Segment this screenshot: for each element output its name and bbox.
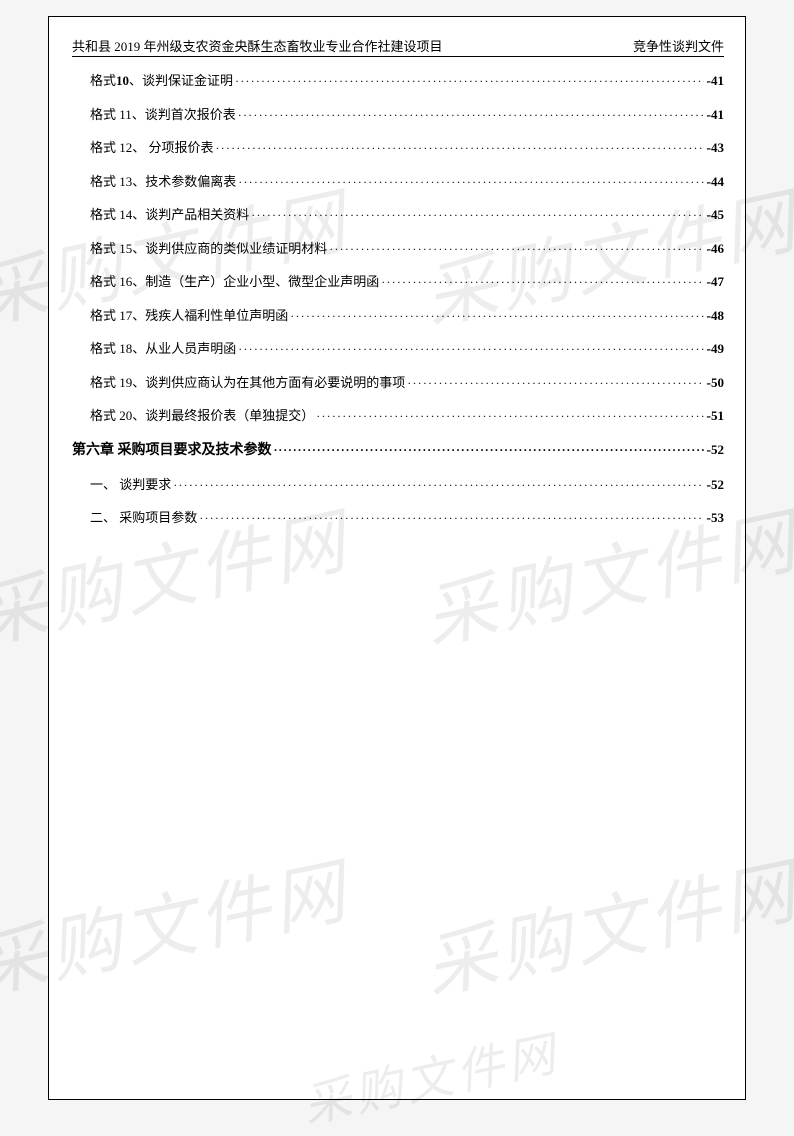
toc-leader bbox=[290, 309, 704, 324]
toc-chapter-label: 第六章 采购项目要求及技术参数 bbox=[72, 439, 272, 459]
toc-item: 格式 11、谈判首次报价表 -41 bbox=[72, 104, 724, 124]
toc-item: 格式 12、 分项报价表 -43 bbox=[72, 137, 724, 157]
toc-leader bbox=[238, 108, 705, 123]
toc-leader bbox=[407, 376, 704, 391]
toc-page: 43 bbox=[711, 140, 724, 156]
toc-leader bbox=[316, 409, 704, 424]
page-header: 共和县 2019 年州级支农资金央酥生态畜牧业专业合作社建设项目 竞争性谈判文件 bbox=[72, 36, 724, 55]
toc-leader bbox=[381, 275, 704, 290]
toc-item: 格式 14、谈判产品相关资料 -45 bbox=[72, 204, 724, 224]
toc-page: 44 bbox=[711, 174, 724, 190]
toc-subitem: 一、 谈判要求 -52 bbox=[72, 474, 724, 494]
header-right: 竞争性谈判文件 bbox=[633, 36, 724, 55]
toc-label: 格式 13、技术参数偏离表 bbox=[90, 171, 236, 190]
header-rule bbox=[72, 56, 724, 57]
toc-label: 格式 15、谈判供应商的类似业绩证明材料 bbox=[90, 238, 327, 257]
toc-label: 一、 谈判要求 bbox=[90, 474, 171, 493]
toc-page: 53 bbox=[711, 510, 724, 526]
toc-label: 格式 14、谈判产品相关资料 bbox=[90, 204, 249, 223]
toc-label: 格式10、谈判保证金证明 bbox=[90, 70, 233, 89]
toc-page: 52 bbox=[711, 442, 724, 458]
toc-label: 二、 采购项目参数 bbox=[90, 507, 197, 526]
toc-item: 格式 13、技术参数偏离表 -44 bbox=[72, 171, 724, 191]
toc-content: 格式10、谈判保证金证明 -41 格式 11、谈判首次报价表 -41 格式 12… bbox=[72, 70, 724, 541]
toc-label: 格式 20、谈判最终报价表（单独提交） bbox=[90, 405, 314, 424]
toc-leader bbox=[329, 242, 704, 257]
toc-item: 格式 15、谈判供应商的类似业绩证明材料 -46 bbox=[72, 238, 724, 258]
toc-item: 格式10、谈判保证金证明 -41 bbox=[72, 70, 724, 90]
toc-item: 格式 20、谈判最终报价表（单独提交） -51 bbox=[72, 405, 724, 425]
toc-leader bbox=[274, 443, 705, 458]
toc-item: 格式 17、残疾人福利性单位声明函 -48 bbox=[72, 305, 724, 325]
toc-label: 格式 19、谈判供应商认为在其他方面有必要说明的事项 bbox=[90, 372, 405, 391]
toc-label: 格式 16、制造（生产）企业小型、微型企业声明函 bbox=[90, 271, 379, 290]
toc-leader bbox=[238, 175, 704, 190]
toc-label: 格式 11、谈判首次报价表 bbox=[90, 104, 236, 123]
toc-page: 52 bbox=[711, 477, 724, 493]
toc-leader bbox=[235, 74, 704, 89]
toc-page: 46 bbox=[711, 241, 724, 257]
toc-page: 41 bbox=[711, 107, 724, 123]
toc-label: 格式 12、 分项报价表 bbox=[90, 137, 214, 156]
toc-item: 格式 16、制造（生产）企业小型、微型企业声明函 -47 bbox=[72, 271, 724, 291]
toc-leader bbox=[173, 478, 704, 493]
header-left: 共和县 2019 年州级支农资金央酥生态畜牧业专业合作社建设项目 bbox=[72, 36, 443, 55]
toc-leader bbox=[238, 342, 704, 357]
toc-page: 50 bbox=[711, 375, 724, 391]
toc-item: 格式 19、谈判供应商认为在其他方面有必要说明的事项 -50 bbox=[72, 372, 724, 392]
toc-label: 格式 18、从业人员声明函 bbox=[90, 338, 236, 357]
toc-chapter: 第六章 采购项目要求及技术参数 -52 bbox=[72, 439, 724, 459]
toc-page: 45 bbox=[711, 207, 724, 223]
toc-leader bbox=[251, 208, 704, 223]
toc-page: 48 bbox=[711, 308, 724, 324]
toc-leader bbox=[216, 141, 705, 156]
toc-page: 49 bbox=[711, 341, 724, 357]
toc-page: 47 bbox=[711, 274, 724, 290]
toc-page: 41 bbox=[711, 73, 724, 89]
toc-page: 51 bbox=[711, 408, 724, 424]
toc-subitem: 二、 采购项目参数 -53 bbox=[72, 507, 724, 527]
toc-leader bbox=[199, 511, 704, 526]
toc-item: 格式 18、从业人员声明函 -49 bbox=[72, 338, 724, 358]
toc-label: 格式 17、残疾人福利性单位声明函 bbox=[90, 305, 288, 324]
